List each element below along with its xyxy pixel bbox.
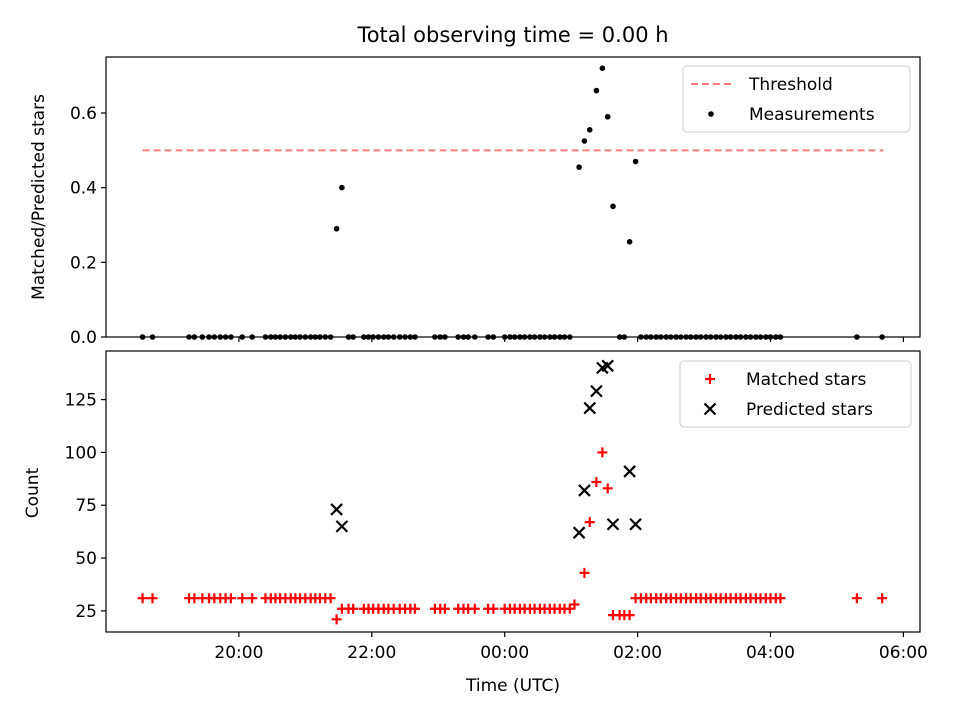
plot-layer: 0.0 0.2 0.4 0.6 Threshold Measurements 25 50 75 1… <box>65 56 928 663</box>
y-tick-label: 100 <box>65 443 97 463</box>
matched-star-point <box>569 599 580 610</box>
y-tick-label: 0.0 <box>70 328 97 348</box>
matched-star-point <box>147 593 158 604</box>
axes-frame <box>105 56 921 338</box>
y-tick-label: 0.2 <box>70 253 97 273</box>
legend-predicted-swatch <box>703 402 717 416</box>
legend-box <box>679 360 912 428</box>
legend-label: Matched stars <box>746 370 866 390</box>
legend-label: Predicted stars <box>746 400 873 420</box>
measurement-point <box>632 158 639 165</box>
legend-box <box>682 65 911 133</box>
legend-1: Matched stars Predicted stars <box>679 360 912 428</box>
matched-star-point <box>469 603 480 614</box>
axes-frame <box>105 350 921 633</box>
matched-star-point <box>624 610 635 621</box>
x-tick-label: 02:00 <box>613 643 662 663</box>
matched-star-point <box>247 593 258 604</box>
predicted-star-point <box>578 484 591 497</box>
matched-star-point <box>591 476 602 487</box>
matched-star-point <box>584 517 595 528</box>
top-y-axis-label: Matched/Predicted stars <box>29 94 49 300</box>
matched-star-point <box>348 603 359 614</box>
matched-star-point <box>602 483 613 494</box>
predicted-star-point <box>330 503 343 516</box>
matched-star-point <box>237 593 248 604</box>
legend-label: Measurements <box>749 105 875 125</box>
x-tick-label: 06:00 <box>879 643 928 663</box>
measurement-point <box>333 225 340 232</box>
legend-matched-swatch <box>705 374 715 384</box>
measurement-point <box>626 239 633 245</box>
matched-star-point <box>225 593 236 604</box>
x-tick-label: 04:00 <box>746 643 795 663</box>
matched-star-point <box>137 593 148 604</box>
y-tick-label: 75 <box>75 496 97 516</box>
measurement-point <box>593 87 600 94</box>
matched-star-point <box>409 603 420 614</box>
matched-star-point <box>325 593 336 604</box>
matched-star-point <box>488 603 499 614</box>
x-axis-label: Time (UTC) <box>465 676 560 696</box>
plot-area-1 <box>137 359 888 625</box>
matched-star-point <box>439 603 450 614</box>
y-tick-label: 0.6 <box>70 104 97 124</box>
x-tick-label: 22:00 <box>347 643 396 663</box>
matched-star-point <box>877 593 888 604</box>
y-tick-label: 0.4 <box>70 179 97 199</box>
legend-measurement-swatch <box>708 111 714 117</box>
predicted-star-point <box>601 359 614 373</box>
measurement-point <box>576 164 582 170</box>
legend-0: Threshold Measurements <box>682 65 911 133</box>
x-tick-label: 20:00 <box>214 643 263 663</box>
measurement-point <box>339 184 345 191</box>
measurement-point <box>599 65 606 71</box>
matched-star-point <box>331 614 342 625</box>
measurement-point <box>586 127 593 133</box>
y-tick-label: 50 <box>75 549 97 569</box>
legend-label: Threshold <box>748 75 833 95</box>
axes-1: 25 50 75 100 125 20:00 22:00 00:00 02:00 04:00 06:… <box>65 350 928 663</box>
y-tick-label: 25 <box>75 602 97 622</box>
axes-0: 0.0 0.2 0.4 0.6 Threshold Measurements <box>70 56 921 348</box>
predicted-star-point <box>583 401 597 415</box>
series-predicted-stars <box>330 359 642 539</box>
x-tick-label: 00:00 <box>480 643 529 663</box>
measurement-point <box>581 138 588 144</box>
bottom-y-axis-label: Count <box>23 467 43 518</box>
y-tick-label: 125 <box>65 391 97 411</box>
measurement-point <box>610 203 616 210</box>
predicted-star-point <box>606 517 620 531</box>
matched-star-point <box>597 447 608 458</box>
predicted-star-point <box>629 517 642 531</box>
series-matched-stars <box>137 447 888 625</box>
matched-star-point <box>775 593 786 604</box>
measurement-point <box>604 113 611 120</box>
predicted-star-point <box>335 520 349 533</box>
chart-title: Total observing time = 0.00 h <box>356 23 668 47</box>
matched-star-point <box>851 593 862 604</box>
predicted-star-point <box>623 465 636 478</box>
predicted-star-point <box>572 526 586 539</box>
predicted-star-point <box>590 384 603 398</box>
matched-star-point <box>579 567 590 578</box>
